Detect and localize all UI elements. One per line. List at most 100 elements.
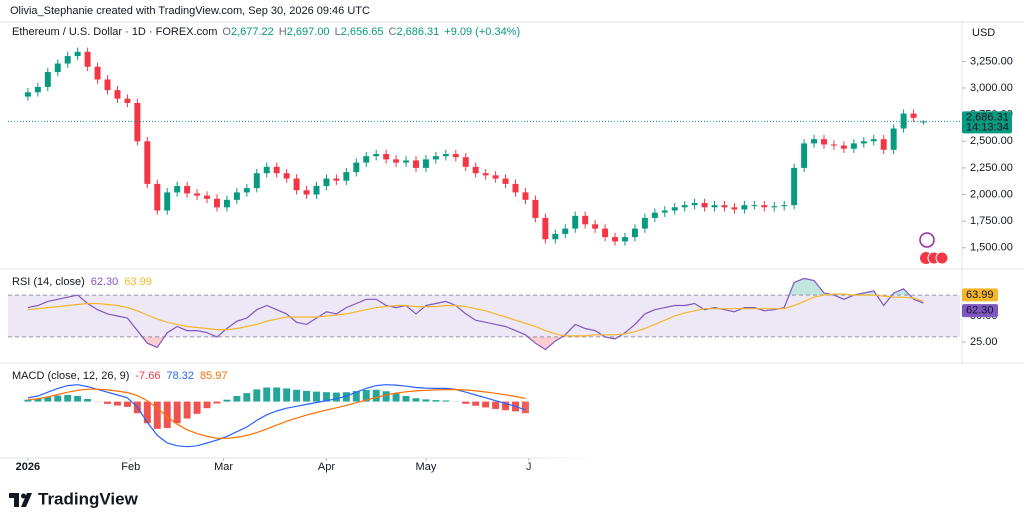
histogram-bar xyxy=(223,399,231,402)
histogram-bar xyxy=(243,393,251,402)
candle-body xyxy=(840,145,847,149)
candle-body xyxy=(701,203,708,208)
histogram-bar xyxy=(492,401,500,409)
ohlc-key: L xyxy=(335,26,341,38)
indicator-icons xyxy=(919,232,949,265)
candle-body xyxy=(502,178,509,184)
histogram-bar xyxy=(372,389,380,402)
candle-body xyxy=(213,198,220,208)
price-change: +9.09 (+0.34%) xyxy=(444,26,520,38)
brand-name: TradingView xyxy=(38,489,139,508)
candle-body xyxy=(283,173,290,179)
legend-value: 78.32 xyxy=(166,370,194,382)
candle-body xyxy=(223,199,230,208)
candle-body xyxy=(403,160,410,163)
y-tick-label: 3,250.00 xyxy=(970,55,1013,67)
candle-body xyxy=(34,86,41,93)
candle-body xyxy=(641,217,648,229)
candle-body xyxy=(860,141,867,144)
candle-body xyxy=(711,205,718,208)
x-tick-label: Feb xyxy=(121,461,140,473)
pane-title: RSI (14, close) xyxy=(12,276,85,288)
candle-body xyxy=(880,139,887,150)
histogram-bar xyxy=(432,400,440,402)
candle-body xyxy=(24,92,31,97)
candle-body xyxy=(363,156,370,163)
histogram-bar xyxy=(153,401,161,429)
candle-body xyxy=(243,188,250,193)
histogram-bar xyxy=(412,398,420,402)
candle-body xyxy=(721,205,728,208)
candle-body xyxy=(74,51,81,57)
histogram-bar xyxy=(44,396,52,402)
candle-body xyxy=(552,233,559,240)
candle-body xyxy=(452,154,459,158)
y-tick-label: 3,000.00 xyxy=(970,82,1013,94)
candle-body xyxy=(731,207,738,210)
candle-body xyxy=(781,205,788,207)
candle-body xyxy=(671,207,678,211)
histogram-bar xyxy=(332,392,340,402)
candle-body xyxy=(323,178,330,186)
pane-legend: RSI (14, close) 62.30 63.99 xyxy=(12,276,152,288)
candle-body xyxy=(44,72,51,87)
histogram-bar xyxy=(462,401,470,404)
candle-body xyxy=(482,173,489,176)
candle-body xyxy=(64,56,71,64)
pane-title: Ethereum / U.S. Dollar · 1D · FOREX.com xyxy=(12,26,217,38)
candle-body xyxy=(233,192,240,200)
histogram-bar xyxy=(84,398,92,402)
candle-body xyxy=(791,167,798,206)
candle-body xyxy=(661,210,668,213)
candle-body xyxy=(462,157,469,167)
candle-body xyxy=(273,166,280,174)
candle-body xyxy=(830,144,837,146)
histogram-bar xyxy=(293,389,301,402)
candle-body xyxy=(532,199,539,218)
candle-body xyxy=(134,102,141,142)
x-tick-label: Apr xyxy=(318,461,335,473)
candle-body xyxy=(164,192,171,211)
y-tick-label: 2,500.00 xyxy=(970,135,1013,147)
candle-body xyxy=(84,51,91,67)
candle-body xyxy=(422,159,429,168)
pane-legend: MACD (close, 12, 26, 9) -7.66 78.32 85.97 xyxy=(12,370,228,382)
histogram-bar xyxy=(64,395,72,402)
candle-body xyxy=(771,206,778,208)
last-price-tag xyxy=(962,111,1012,134)
x-tick-label: Mar xyxy=(214,461,233,473)
histogram-bar xyxy=(163,401,171,428)
histogram-bar xyxy=(472,401,480,406)
logo-mark xyxy=(9,493,32,507)
candle-body xyxy=(870,139,877,142)
candle-body xyxy=(492,175,499,179)
candle-body xyxy=(184,186,191,194)
candle-body xyxy=(612,237,619,242)
candle-body xyxy=(900,113,907,129)
candle-body xyxy=(114,90,121,99)
histogram-bar xyxy=(502,401,510,411)
event-icon xyxy=(935,251,949,265)
histogram-bar xyxy=(322,392,330,402)
histogram-bar xyxy=(313,391,320,402)
candle-body xyxy=(621,237,628,242)
histogram-bar xyxy=(54,395,62,402)
candle-body xyxy=(472,166,479,174)
series-line xyxy=(27,277,924,351)
histogram-bar xyxy=(422,399,430,402)
y-tick-label: 1,750.00 xyxy=(970,215,1013,227)
candle-body xyxy=(592,224,599,229)
y-tick-label: 2,000.00 xyxy=(970,188,1013,200)
histogram-bar xyxy=(24,399,32,402)
legend-value: 85.97 xyxy=(200,370,228,382)
histogram-bar xyxy=(362,389,370,402)
candle-body xyxy=(691,203,698,206)
value-tag-label: 62.30 xyxy=(966,305,994,317)
last-price-label: 2,686.31 xyxy=(966,111,1009,123)
candle-body xyxy=(383,154,390,160)
candle-body xyxy=(263,166,270,174)
candle-body xyxy=(582,215,589,225)
candle-body xyxy=(751,205,758,207)
brand-logo: TradingView xyxy=(9,489,139,508)
